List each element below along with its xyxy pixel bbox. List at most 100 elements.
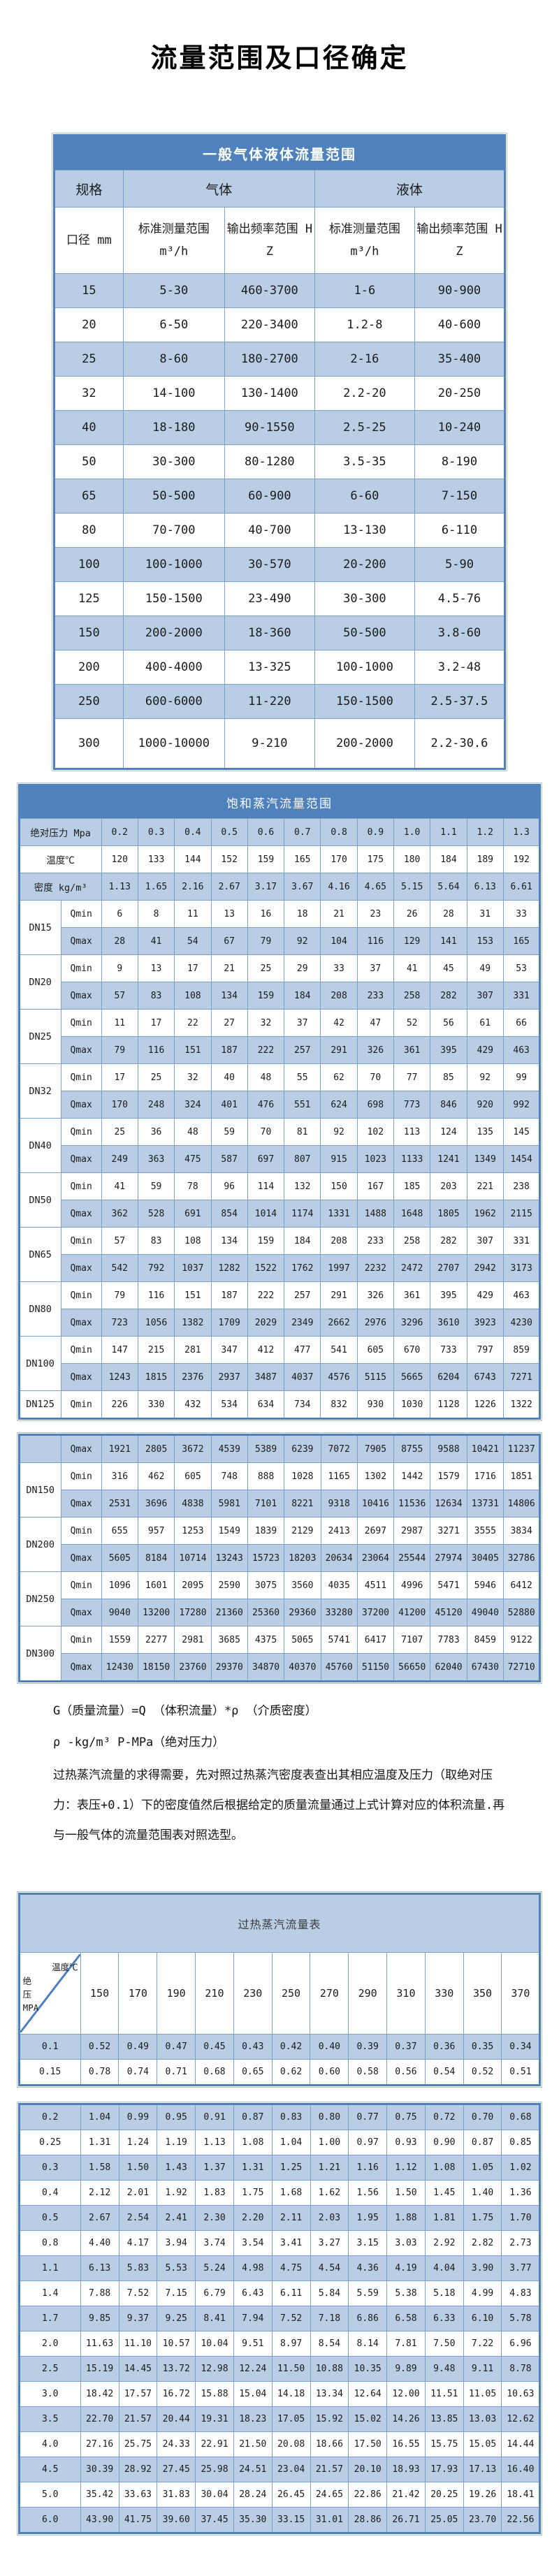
cell: 748 — [210, 1462, 248, 1490]
cell: 300 — [54, 718, 124, 769]
cell: 1.65 — [137, 873, 175, 901]
cell: 3.41 — [271, 2230, 311, 2256]
pressure-label: 4.0 — [18, 2431, 81, 2457]
cell: 3672 — [174, 1434, 212, 1463]
cell: 9588 — [430, 1434, 467, 1463]
cell: 10.63 — [501, 2381, 541, 2407]
cell: 2.30 — [195, 2205, 234, 2231]
cell: 5-30 — [122, 273, 225, 308]
cell: 1579 — [430, 1462, 467, 1490]
cell: 797 — [466, 1336, 504, 1364]
cell: 587 — [210, 1145, 248, 1173]
cell: 28 — [101, 927, 138, 955]
cell: 15.92 — [310, 2406, 349, 2432]
cell: 134 — [210, 1227, 248, 1255]
cell: 62 — [320, 1063, 358, 1091]
cell: 5.15 — [393, 873, 431, 901]
cell: 1128 — [430, 1390, 467, 1419]
cell: 15.04 — [233, 2381, 273, 2407]
table-row: 3.0 18.42 17.57 16.72 15.88 15.04 14.18 13.34 12… — [18, 2381, 541, 2407]
cell: 104 — [320, 927, 358, 955]
q-label: Qmax — [60, 1036, 102, 1064]
col-header: 250 — [271, 1952, 311, 2035]
cell: 26.71 — [386, 2507, 426, 2533]
cell: 331 — [502, 982, 541, 1010]
cell: 226 — [101, 1390, 138, 1419]
cell: 3685 — [210, 1626, 248, 1654]
cell: 2129 — [284, 1517, 321, 1545]
cell: 258 — [393, 1227, 431, 1255]
cell: 35.30 — [233, 2507, 273, 2533]
cell: 1302 — [356, 1462, 395, 1490]
cell: 2.73 — [501, 2230, 541, 2256]
cell: 1.04 — [80, 2104, 119, 2130]
cell: 70 — [356, 1063, 395, 1091]
spacer — [0, 1420, 559, 1434]
cell: 8-190 — [414, 444, 506, 479]
table-row: 饱和蒸汽流量范围 — [18, 785, 541, 819]
cell: 203 — [430, 1172, 467, 1200]
cell: 70 — [247, 1118, 285, 1146]
cell: 992 — [502, 1091, 541, 1119]
cell: 1839 — [247, 1517, 285, 1545]
cell: 33.63 — [118, 2482, 158, 2508]
table-row: 1.1 6.13 5.83 5.53 5.24 4.98 4.75 4.54 4.36 4.19 4… — [18, 2255, 541, 2281]
cell: 15.05 — [463, 2431, 502, 2457]
superheated-steam-flow-table-part2: 0.2 1.04 0.99 0.95 0.91 0.87 0.83 0.80 0.77 0.75 0… — [16, 2102, 543, 2535]
table-row: 过热蒸汽流量表 — [18, 1893, 541, 1953]
cell: 3.77 — [501, 2255, 541, 2281]
cell: 16.40 — [501, 2457, 541, 2482]
cell: 200-2000 — [314, 718, 415, 769]
cell: 1.31 — [80, 2130, 119, 2155]
cell: 80 — [54, 513, 124, 548]
cell: 1.02 — [501, 2155, 541, 2181]
cell: 11 — [101, 1009, 138, 1037]
cell: 6.43 — [233, 2280, 273, 2306]
cell: 3.15 — [348, 2230, 388, 2256]
cell: 0.75 — [386, 2104, 426, 2130]
cell: 20-250 — [414, 376, 506, 411]
cell: 3075 — [247, 1571, 285, 1599]
diagonal-divider — [20, 1954, 80, 2032]
cell: 26.45 — [271, 2482, 311, 2508]
cell: 18.42 — [80, 2381, 119, 2407]
table-row: Qmax 1921 2805 3672 4539 5389 6239 7072 7905 8755… — [18, 1434, 541, 1463]
cell: 134 — [210, 982, 248, 1010]
pressure-label: 6.0 — [18, 2507, 81, 2533]
table-row: DN32 Qmin 17 25 32 40 48 55 62 70 77 85 92 99 — [18, 1063, 541, 1119]
cell: 859 — [502, 1336, 541, 1364]
cell: 9.25 — [157, 2306, 196, 2331]
cell: 1.0 — [393, 818, 431, 846]
cell: 6239 — [284, 1434, 321, 1463]
cell: 5665 — [393, 1363, 431, 1391]
cell: 31.01 — [310, 2507, 349, 2533]
cell: 238 — [502, 1172, 541, 1200]
cell: 9.11 — [463, 2356, 502, 2382]
cell: 3.5-35 — [314, 444, 415, 479]
q-label: Qmin — [60, 1626, 102, 1654]
cell: 920 — [466, 1091, 504, 1119]
cell: 13-325 — [224, 650, 315, 685]
cell: 463 — [502, 1281, 541, 1309]
cell: 6743 — [466, 1363, 504, 1391]
cell: 324 — [174, 1091, 212, 1119]
cell: 21 — [320, 900, 358, 928]
cell: 150-1500 — [314, 684, 415, 719]
cell: 15.19 — [80, 2356, 119, 2382]
dn-label: DN100 — [18, 1336, 61, 1391]
cell: 475 — [174, 1145, 212, 1173]
cell: 7.18 — [310, 2306, 349, 2331]
q-label: Qmin — [60, 1517, 102, 1545]
cell: 9 — [101, 954, 138, 982]
note-units: ρ -kg/m³ P-MPa（绝对压力） — [53, 1735, 225, 1749]
cell: 395 — [430, 1036, 467, 1064]
cell: 48 — [174, 1118, 212, 1146]
pressure-label: 0.2 — [18, 2104, 81, 2130]
cell: 2.16 — [174, 873, 212, 901]
cell: 3487 — [247, 1363, 285, 1391]
cell: 6.58 — [386, 2306, 426, 2331]
cell: 2.5-25 — [314, 410, 415, 445]
cell: 12.62 — [501, 2406, 541, 2432]
table-row: 4.5 30.39 28.92 27.45 25.98 24.51 23.04 21.57 20… — [18, 2457, 541, 2482]
cell: 2277 — [138, 1626, 175, 1654]
